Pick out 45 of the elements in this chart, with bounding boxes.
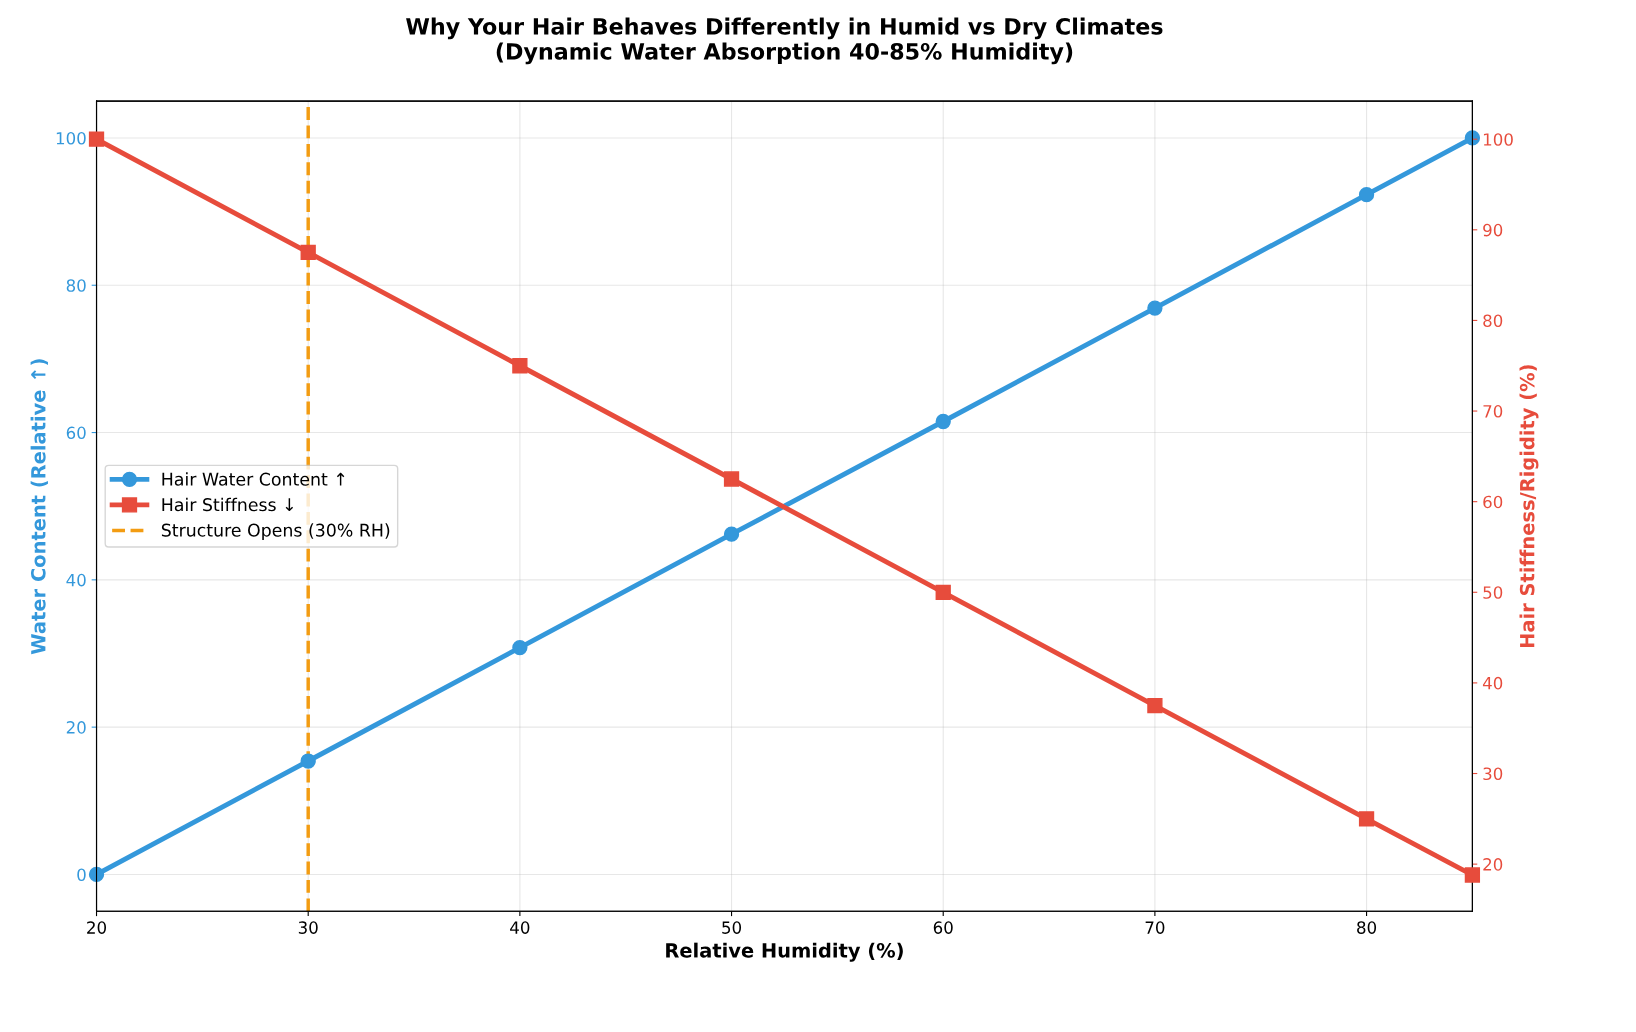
y2-tick-label: 90 [1483,223,1503,237]
ref-line-label: Structure Opens (30% RH) [161,523,390,541]
point [1147,697,1163,714]
point [1358,187,1375,203]
x-tick-label: 60 [933,921,953,934]
point [88,866,105,883]
y2-tick-label: 40 [1482,676,1503,690]
point [512,358,528,374]
y-tick-label: 0 [77,868,86,881]
point [300,244,316,261]
x-tick-label: 70 [1145,921,1165,934]
point [1464,130,1481,146]
y-tick-label: 20 [66,721,86,734]
point [512,639,528,656]
point [1464,867,1481,883]
y2-tick-label: 70 [1483,405,1503,418]
x-axis-title: Relative Humidity (%) [666,942,903,962]
y2-tick-label: 30 [1483,767,1503,781]
point [935,413,951,430]
y2-tick-label: 20 [1483,858,1503,871]
y-tick-label: 80 [66,279,86,292]
x-tick-label: 30 [298,921,318,934]
y-tick-label: 40 [66,573,86,587]
point [1358,811,1375,827]
x-tick-label: 20 [87,921,107,934]
chart-title: Why Your Hair Behaves Differently in Humid vs Dry Climates (Dynamic Water Absorption 40-85% Humidity) [406,17,1163,65]
y-axis-title: Water Content (Relative ↑) [30,359,48,655]
x-tick-label: 50 [722,921,742,934]
y-tick-label: 60 [66,426,86,440]
y-tick-label: 100 [56,131,86,145]
point [935,584,951,600]
y2-tick-label: 80 [1483,314,1503,327]
legend-label: Hair Stiffness ↓ [162,497,294,512]
point [1147,300,1163,316]
y2-tick-label: 60 [1483,495,1503,509]
point [88,131,105,147]
point [723,526,740,542]
y2-axis-title: Hair Stiffness/Rigidity (%) [1519,365,1539,648]
y2-tick-label: 100 [1483,133,1513,146]
x-tick-label: 40 [510,921,530,934]
point [723,471,740,487]
point [300,753,316,769]
legend-label: Hair Water Content ↑ [162,472,345,486]
y2-tick-label: 50 [1483,586,1503,599]
x-tick-label: 80 [1357,921,1377,934]
